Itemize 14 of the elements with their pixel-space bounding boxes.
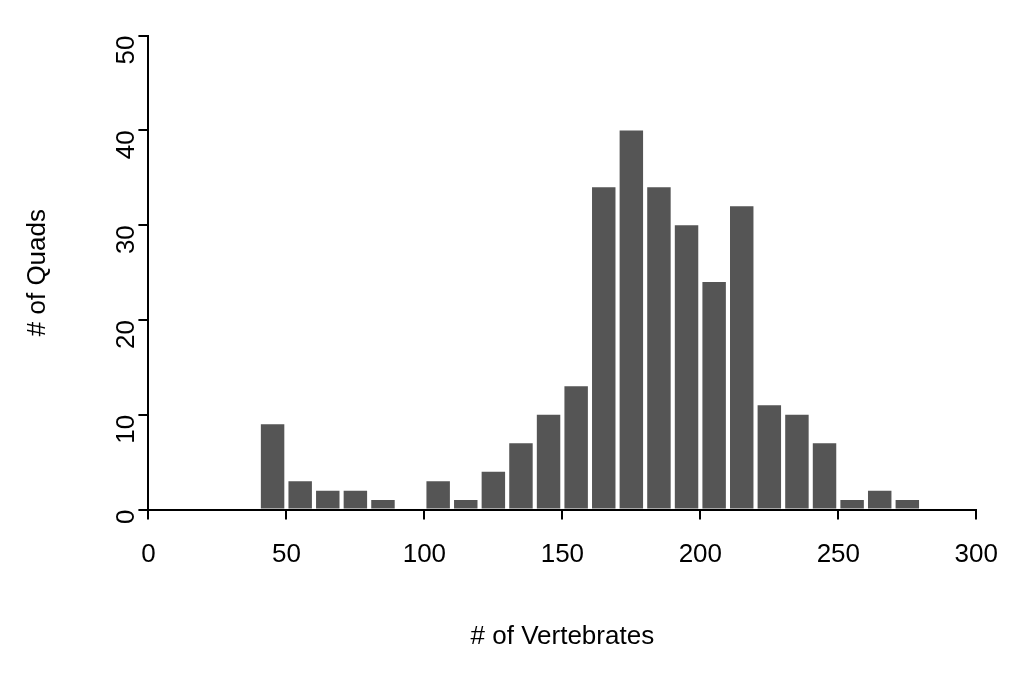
- x-tick-label: 50: [271, 538, 301, 569]
- y-tick-label: 0: [109, 509, 140, 525]
- x-tick-label: 150: [540, 538, 585, 569]
- y-tick-label: 20: [109, 320, 140, 349]
- x-tick-label: 250: [816, 538, 861, 569]
- y-tick-label: 10: [109, 414, 140, 444]
- y-tick-label: 40: [109, 130, 140, 160]
- x-axis-title: # of Vertebrates: [470, 619, 655, 650]
- x-tick-label: 200: [678, 538, 723, 569]
- x-tick-label: 100: [402, 538, 447, 569]
- y-tick-label: 50: [109, 35, 140, 65]
- x-tick-label: 300: [954, 538, 999, 569]
- y-tick-label: 30: [109, 225, 140, 255]
- y-axis-title: # of Quads: [20, 209, 51, 337]
